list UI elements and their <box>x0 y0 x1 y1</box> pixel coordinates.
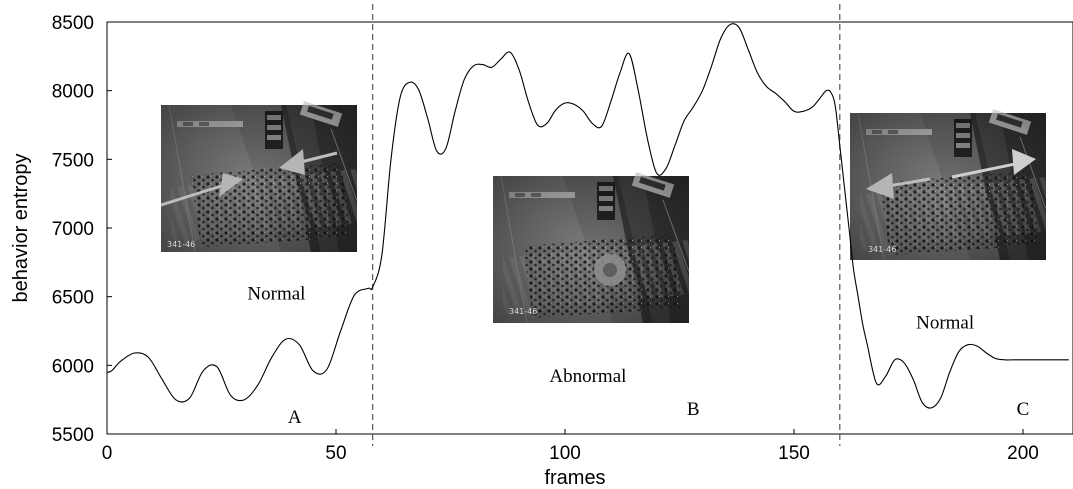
y-tick-label: 8500 <box>52 13 94 34</box>
x-tick-label: 50 <box>325 443 346 464</box>
inset-image-abnormal: 341-46 <box>492 171 690 324</box>
annotation-label: A <box>288 407 302 428</box>
separator-lines <box>372 4 841 446</box>
y-axis-label: behavior entropy <box>10 154 32 303</box>
annotation-label: Normal <box>247 283 305 304</box>
x-axis-ticks: 0 50 100 150 200 <box>102 429 1039 464</box>
x-axis-label: frames <box>544 467 605 489</box>
inset-image-normal-left: 341-46 <box>160 100 358 253</box>
y-axis-ticks: 5500 6000 6500 7000 7500 8000 8500 <box>52 13 112 446</box>
inset-timestamp: 341-46 <box>509 307 537 316</box>
y-tick-label: 8000 <box>52 82 94 103</box>
entropy-line <box>106 23 1069 409</box>
annotation-label: Abnormal <box>549 366 626 387</box>
x-tick-label: 0 <box>102 443 113 464</box>
inset-timestamp: 341-46 <box>167 240 195 249</box>
y-tick-label: 7500 <box>52 150 94 171</box>
y-tick-label: 7000 <box>52 219 94 240</box>
y-tick-label: 6000 <box>52 356 94 377</box>
annotation-label: B <box>687 399 700 420</box>
region-annotations: Normal Abnormal Normal A B C <box>247 283 1029 428</box>
y-tick-label: 6500 <box>52 288 94 309</box>
annotation-label: Normal <box>916 312 974 333</box>
annotation-label: C <box>1017 399 1030 420</box>
inset-timestamp: 341-46 <box>868 245 896 254</box>
x-tick-label: 200 <box>1007 443 1039 464</box>
inset-image-normal-right: 341-46 <box>849 108 1047 261</box>
y-tick-label: 5500 <box>52 425 94 446</box>
x-tick-label: 150 <box>778 443 810 464</box>
x-tick-label: 100 <box>549 443 581 464</box>
